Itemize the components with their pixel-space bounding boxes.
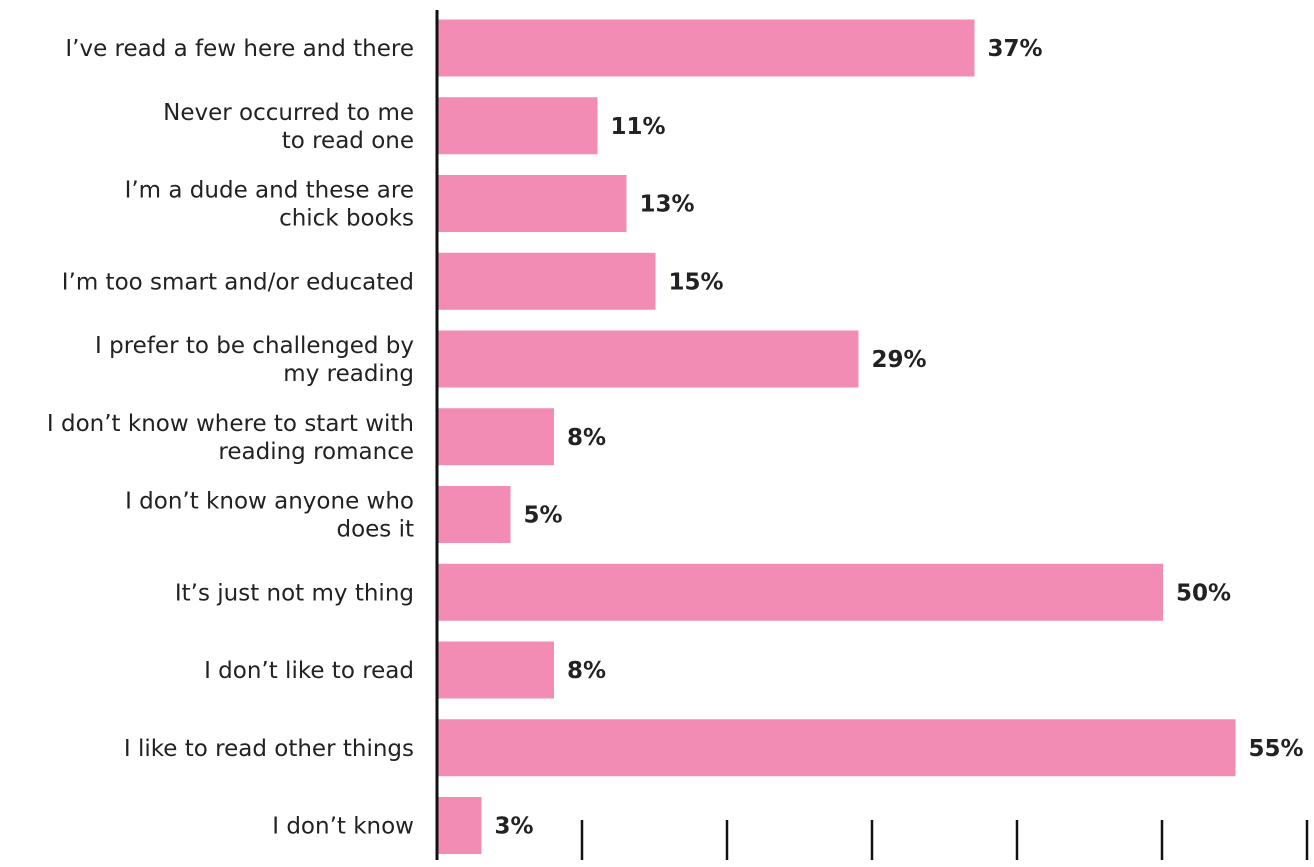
category-label-line: to read one	[282, 128, 414, 154]
category-label-line: I’m a dude and these are	[125, 178, 414, 204]
category-label: I don’t know anyone who does it	[125, 489, 414, 543]
category-label-line: my reading	[283, 361, 414, 387]
category-label: I like to read other things	[124, 736, 414, 762]
bar	[438, 330, 859, 388]
category-label: I prefer to be challenged by my reading	[95, 333, 414, 387]
category-label-line: I’m too smart and/or educated	[62, 269, 414, 295]
bars	[438, 19, 1236, 854]
bar	[438, 175, 627, 232]
bar	[438, 97, 598, 155]
category-label: It’s just not my thing	[175, 580, 414, 606]
value-labels: 37% 11% 13% 15% 29% 8% 5% 50% 8% 55% 3%	[495, 36, 1304, 840]
data-label: 8%	[567, 658, 606, 684]
category-label: I’m a dude and these are chick books	[125, 178, 414, 232]
category-label-line: I don’t know anyone who	[125, 489, 414, 515]
category-label-line: I don’t like to read	[204, 658, 414, 684]
bar	[438, 797, 482, 854]
category-label: I don’t know	[272, 814, 414, 840]
bar	[438, 408, 554, 466]
axes	[435, 10, 1309, 860]
category-label-line: Never occurred to me	[163, 100, 414, 126]
category-label: Never occurred to me to read one	[163, 100, 414, 154]
bar	[438, 252, 656, 310]
category-label-line: I don’t know where to start with	[47, 411, 414, 437]
category-labels: I’ve read a few here and there Never occu…	[47, 36, 414, 840]
category-label: I don’t know where to start with reading …	[47, 411, 414, 465]
data-label: 37%	[988, 36, 1043, 62]
data-label: 50%	[1176, 580, 1231, 606]
data-label: 15%	[669, 269, 724, 295]
bar	[438, 486, 511, 543]
category-label-line: chick books	[279, 206, 414, 232]
bar	[438, 563, 1163, 621]
data-label: 13%	[640, 192, 695, 218]
data-label: 3%	[495, 814, 534, 840]
data-label: 29%	[872, 347, 927, 373]
bar	[438, 19, 975, 77]
category-label: I’ve read a few here and there	[65, 36, 414, 62]
category-label-line: I’ve read a few here and there	[65, 36, 414, 62]
bar	[438, 641, 554, 699]
category-label-line: It’s just not my thing	[175, 580, 414, 606]
data-label: 8%	[567, 425, 606, 451]
bar	[438, 719, 1236, 777]
data-label: 55%	[1249, 736, 1304, 762]
category-label-line: I like to read other things	[124, 736, 414, 762]
category-label: I’m too smart and/or educated	[62, 269, 414, 295]
data-label: 11%	[611, 114, 666, 140]
category-label-line: reading romance	[218, 439, 414, 465]
data-label: 5%	[524, 503, 563, 529]
category-label-line: I don’t know	[272, 814, 414, 840]
category-label: I don’t like to read	[204, 658, 414, 684]
category-label-line: does it	[336, 517, 414, 543]
category-label-line: I prefer to be challenged by	[95, 333, 414, 359]
